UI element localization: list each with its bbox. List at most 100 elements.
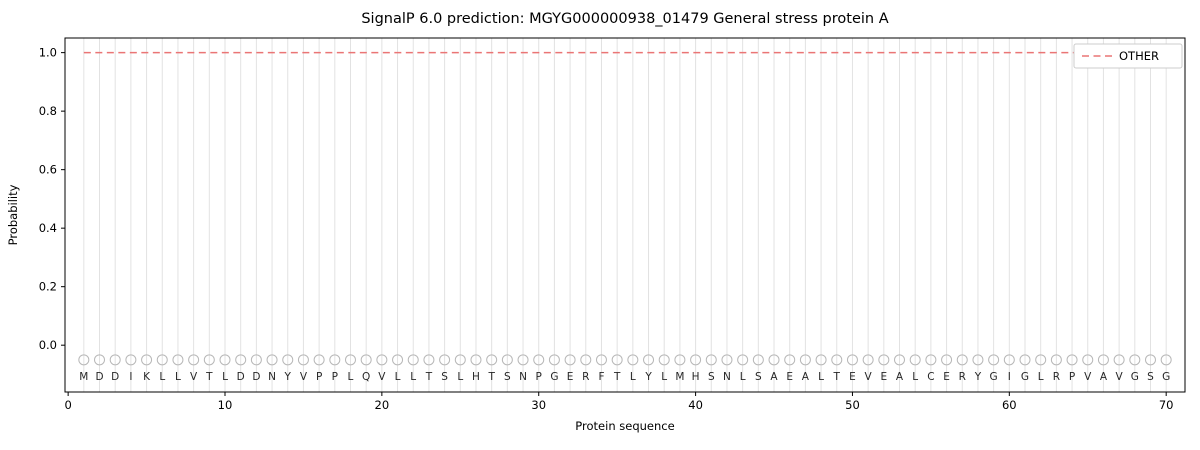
residue-marker	[737, 354, 749, 366]
residue-marker	[548, 354, 560, 366]
x-tick-label: 30	[531, 398, 546, 412]
sequence-letter: L	[175, 371, 181, 383]
sequence-letter: R	[1053, 371, 1060, 383]
residue-marker	[846, 354, 858, 366]
sequence-letter: H	[472, 371, 480, 383]
residue-marker	[752, 354, 764, 366]
sequence-letter: D	[95, 371, 103, 383]
residue-marker	[580, 354, 592, 366]
residue-marker	[486, 354, 498, 366]
x-tick-label: 50	[845, 398, 860, 412]
y-tick-label: 0.4	[39, 221, 57, 235]
sequence-letter: A	[1100, 371, 1108, 383]
sequence-letter: Y	[644, 371, 652, 383]
residue-marker	[109, 354, 121, 366]
residue-marker	[282, 354, 294, 366]
sequence-letter: P	[316, 371, 322, 383]
x-tick-label: 0	[64, 398, 71, 412]
sequence-letter: L	[222, 371, 228, 383]
sequence-letter: V	[1084, 371, 1092, 383]
residue-marker	[972, 354, 984, 366]
residue-marker	[1129, 354, 1141, 366]
legend: OTHER	[1073, 43, 1183, 69]
sequence-letter: T	[205, 371, 213, 383]
sequence-letter: K	[143, 371, 151, 383]
residue-marker	[941, 354, 953, 366]
sequence-letter: T	[425, 371, 433, 383]
residue-marker	[564, 354, 576, 366]
residue-marker	[878, 354, 890, 366]
sequence-letter: L	[740, 371, 746, 383]
residue-marker	[360, 354, 372, 366]
residue-marker	[909, 354, 921, 366]
x-tick-label: 20	[375, 398, 390, 412]
x-tick-label: 70	[1159, 398, 1174, 412]
residue-marker	[595, 354, 607, 366]
sequence-letter: F	[598, 371, 604, 383]
y-tick-label: 0.6	[39, 163, 57, 177]
residue-marker	[768, 354, 780, 366]
sequence-letter: A	[770, 371, 778, 383]
residue-marker	[658, 354, 670, 366]
residue-marker	[894, 354, 906, 366]
residue-marker	[188, 354, 200, 366]
residue-marker	[784, 354, 796, 366]
plot-border	[64, 37, 1186, 393]
residue-marker	[533, 354, 545, 366]
residue-marker	[203, 354, 215, 366]
sequence-letter: T	[613, 371, 621, 383]
chart-title: SignalP 6.0 prediction: MGYG000000938_01…	[361, 11, 888, 27]
sequence-letter: D	[252, 371, 260, 383]
sequence-letter: L	[818, 371, 824, 383]
residue-marker	[1082, 354, 1094, 366]
x-tick-label: 60	[1002, 398, 1017, 412]
sequence-letter: C	[927, 371, 934, 383]
residue-marker	[627, 354, 639, 366]
sequence-letter: V	[865, 371, 873, 383]
sequence-letter: E	[881, 371, 888, 383]
residue-marker	[721, 354, 733, 366]
residue-marker	[94, 354, 106, 366]
sequence-letter: L	[1038, 371, 1044, 383]
sequence-letter: S	[504, 371, 511, 383]
residue-marker	[815, 354, 827, 366]
sequence-letter: E	[943, 371, 950, 383]
sequence-letter: V	[190, 371, 198, 383]
residue-marker	[266, 354, 278, 366]
residue-marker	[219, 354, 231, 366]
residue-marker	[674, 354, 686, 366]
sequence-letter: A	[802, 371, 810, 383]
sequence-letter: V	[378, 371, 386, 383]
residue-marker	[1003, 354, 1015, 366]
gridlines	[83, 38, 1167, 392]
sequence-letter: G	[990, 371, 998, 383]
residue-marker	[1035, 354, 1047, 366]
sequence-letter: I	[1008, 371, 1011, 383]
sequence-letter: Y	[284, 371, 292, 383]
sequence-letter: G	[1021, 371, 1029, 383]
x-axis-label: Protein sequence	[575, 419, 674, 433]
residue-marker	[1113, 354, 1125, 366]
residue-marker	[705, 354, 717, 366]
sequence-letter: P	[332, 371, 338, 383]
residue-marker	[344, 354, 356, 366]
sequence-letter: S	[1147, 371, 1154, 383]
sequence-letter: N	[519, 371, 527, 383]
sequence-letter: Q	[362, 371, 370, 383]
residue-marker	[172, 354, 184, 366]
y-tick-label: 1.0	[39, 46, 57, 60]
residue-marker	[831, 354, 843, 366]
residue-marker	[235, 354, 247, 366]
sequence-letter: D	[111, 371, 119, 383]
sequence-letter: P	[536, 371, 542, 383]
sequence-letter: N	[723, 371, 731, 383]
sequence-letter: L	[395, 371, 401, 383]
sequence-letter: A	[896, 371, 904, 383]
residue-marker	[611, 354, 623, 366]
sequence-letter: N	[268, 371, 276, 383]
y-tick-label: 0.8	[39, 104, 57, 118]
residue-marker	[454, 354, 466, 366]
